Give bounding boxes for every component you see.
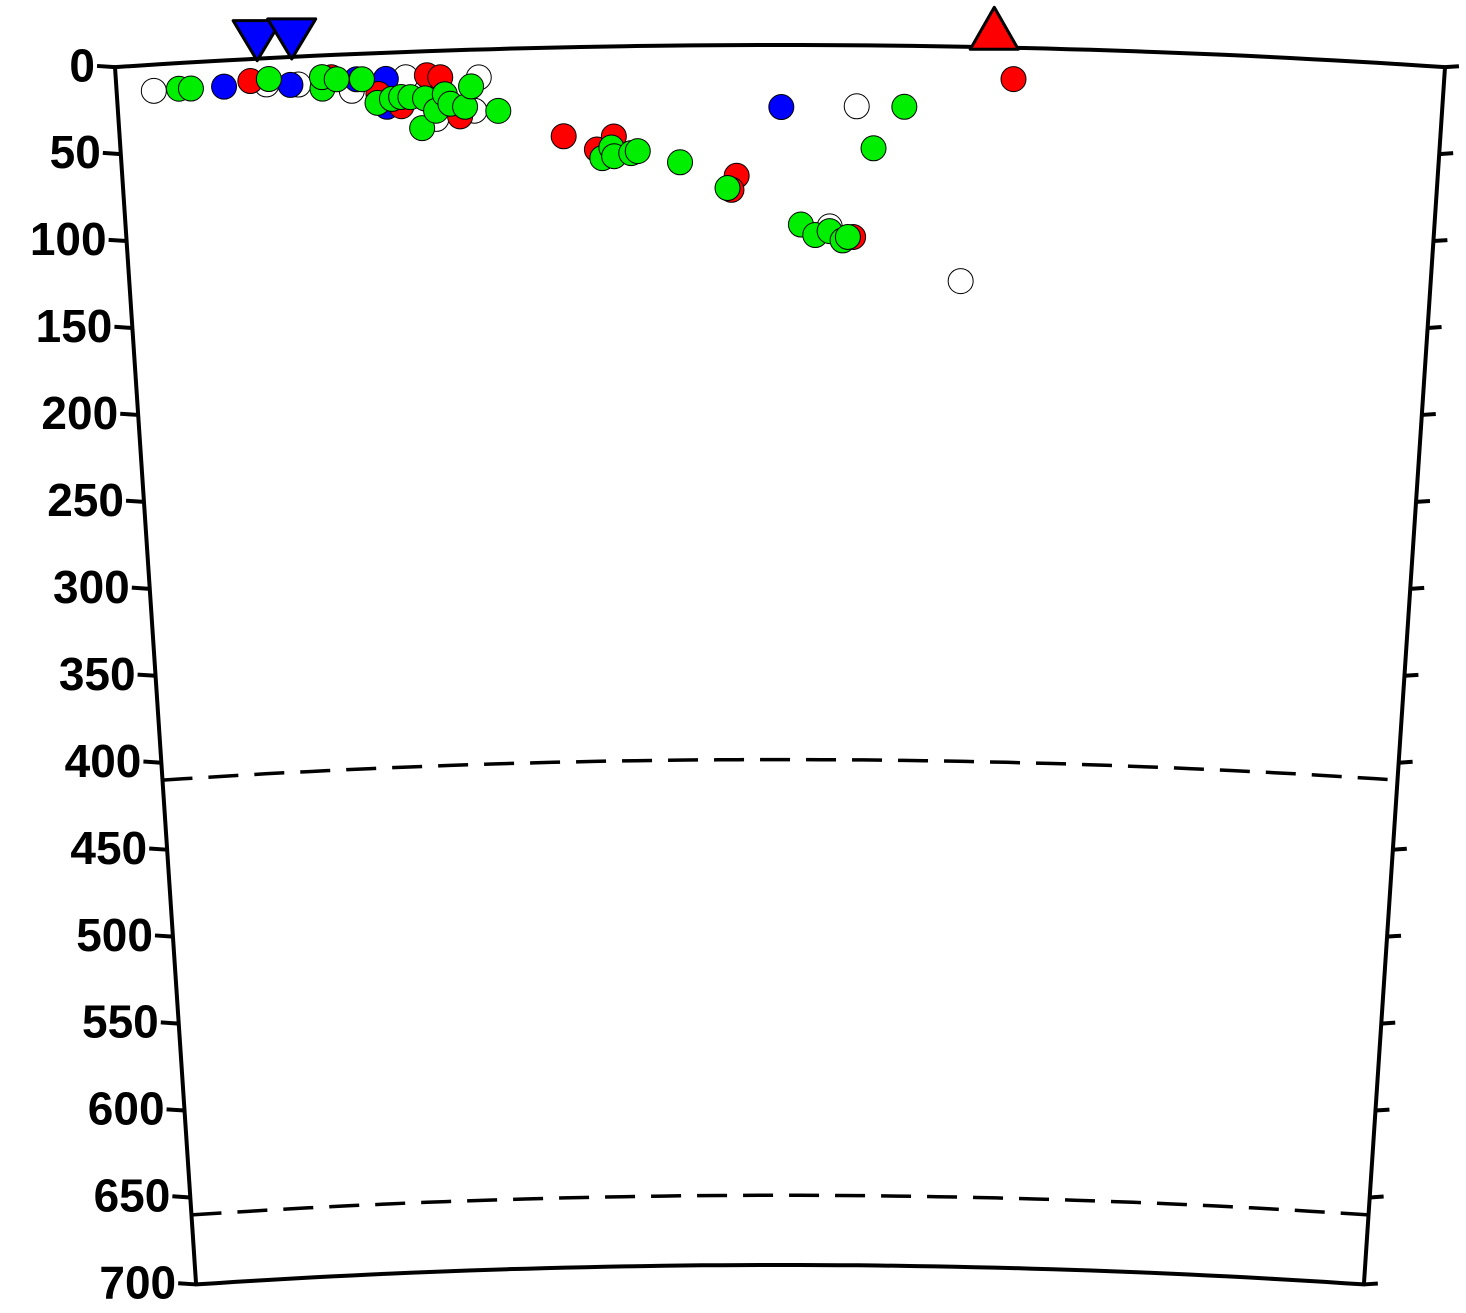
y-tick-right <box>1369 1194 1384 1200</box>
y-tick <box>125 498 145 504</box>
y-tick <box>120 411 139 417</box>
y-tick-right <box>1444 64 1460 70</box>
y-tick-right <box>1421 412 1436 417</box>
y-tick <box>102 150 121 157</box>
y-tick-label: 350 <box>59 648 136 700</box>
y-tick-label: 150 <box>36 300 113 352</box>
station-marker <box>231 19 283 63</box>
data-point <box>409 115 436 142</box>
y-tick-label: 500 <box>76 909 153 961</box>
y-tick-right <box>1375 1107 1390 1113</box>
y-tick-right <box>1392 846 1407 852</box>
data-point <box>860 135 887 162</box>
data-point <box>140 77 167 104</box>
y-tick-right <box>1433 238 1448 244</box>
y-tick <box>137 672 156 678</box>
station-marker <box>968 5 1020 51</box>
frame <box>113 43 1447 1287</box>
reference-depth-line <box>162 757 1398 782</box>
station-marker <box>266 17 318 61</box>
data-point <box>277 71 304 98</box>
y-tick-label: 400 <box>65 735 142 787</box>
y-tick <box>166 1107 185 1113</box>
y-tick-right <box>1404 672 1419 678</box>
y-tick-label: 250 <box>47 474 124 526</box>
data-point <box>843 93 870 120</box>
data-point <box>550 123 577 150</box>
y-tick-label: 450 <box>70 822 147 874</box>
y-tick-label: 100 <box>30 213 107 265</box>
y-tick <box>160 1020 179 1026</box>
data-point <box>624 138 651 165</box>
data-point <box>768 94 795 121</box>
data-point <box>714 175 741 202</box>
y-tick <box>154 933 174 939</box>
data-point <box>323 66 350 93</box>
y-tick <box>108 237 127 244</box>
y-tick <box>96 63 116 70</box>
y-tick-right <box>1427 325 1442 330</box>
y-tick <box>172 1194 191 1200</box>
y-tick <box>149 846 168 852</box>
data-point <box>458 73 485 100</box>
y-tick-right <box>1415 498 1431 504</box>
data-point <box>891 93 918 120</box>
y-tick-label: 200 <box>41 387 118 439</box>
y-tick-label: 300 <box>53 561 130 613</box>
y-tick-right <box>1439 151 1454 157</box>
y-tick-right <box>1398 759 1413 765</box>
y-tick-label: 550 <box>82 996 159 1048</box>
y-tick <box>178 1281 197 1287</box>
y-tick <box>114 324 133 330</box>
y-tick-label: 650 <box>94 1170 171 1222</box>
y-tick <box>143 759 162 765</box>
data-point <box>485 97 512 124</box>
y-tick-label: 600 <box>88 1083 165 1135</box>
reference-depth-line <box>191 1193 1369 1217</box>
y-tick <box>131 585 150 591</box>
data-point <box>211 73 238 100</box>
data-point <box>177 75 204 102</box>
y-tick-right <box>1381 1020 1396 1026</box>
y-tick-label: 700 <box>99 1257 176 1309</box>
data-point <box>667 149 694 176</box>
y-tick-right <box>1386 933 1402 939</box>
y-tick-label: 0 <box>69 39 95 91</box>
data-point <box>947 268 974 295</box>
data-point <box>834 223 861 250</box>
y-tick-right <box>1410 585 1425 591</box>
y-tick-right <box>1363 1281 1378 1287</box>
data-point <box>348 66 375 93</box>
y-tick-label: 50 <box>50 126 101 178</box>
data-point <box>1000 66 1027 93</box>
data-point <box>255 66 282 93</box>
